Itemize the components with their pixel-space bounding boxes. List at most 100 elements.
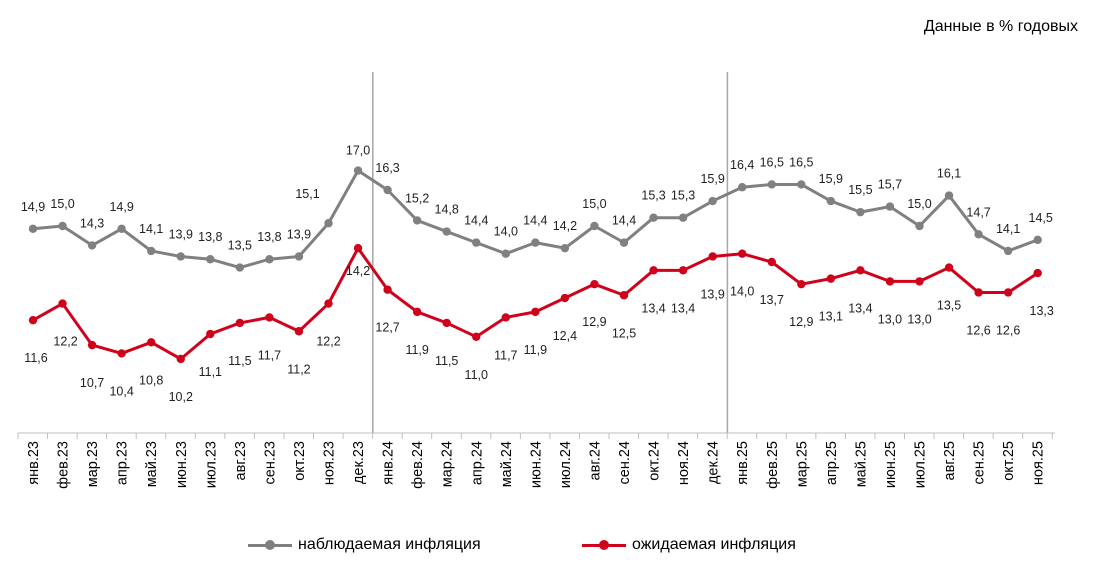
data-label-observed: 13,9: [169, 227, 193, 241]
data-label-expected: 13,4: [848, 301, 872, 315]
data-label-expected: 11,5: [435, 354, 458, 368]
x-tick-label: авг.23: [233, 441, 249, 480]
data-label-expected: 11,7: [494, 348, 517, 362]
x-tick-label: июл.23: [203, 441, 219, 488]
data-label-expected: 11,9: [524, 343, 547, 357]
point-expected: [708, 252, 717, 261]
x-tick-label: фев.25: [765, 441, 781, 489]
data-label-expected: 11,2: [287, 362, 310, 376]
data-label-expected: 14,2: [346, 264, 370, 278]
point-observed: [531, 238, 540, 247]
data-label-observed: 15,7: [878, 178, 902, 192]
x-tick-label: мар.24: [440, 441, 456, 487]
point-observed: [1003, 246, 1013, 256]
data-label-expected: 13,0: [878, 312, 902, 326]
x-axis-ticks: янв.23 фев.23 мар.23 апр.23 май.23 июн.23 июл.…: [17, 433, 1053, 489]
point-expected: [738, 249, 747, 258]
x-tick-label: сен.25: [972, 441, 988, 484]
x-tick-label: мар.25: [794, 441, 810, 487]
x-tick-label: фев.24: [410, 441, 426, 489]
data-label-expected: 13,1: [819, 310, 843, 324]
point-expected: [412, 307, 422, 317]
point-expected: [826, 274, 836, 283]
data-label-expected: 11,0: [465, 368, 488, 382]
data-label-expected: 12,5: [612, 326, 636, 340]
data-label-observed: 15,3: [641, 189, 665, 203]
data-label-observed: 16,4: [730, 158, 754, 172]
data-label-observed: 13,5: [228, 239, 252, 253]
x-tick-label: фев.23: [56, 441, 72, 489]
point-observed: [797, 180, 806, 189]
legend-swatch-observed: [248, 538, 292, 552]
data-label-expected: 13,9: [700, 287, 724, 301]
legend-label-observed: наблюдаемая инфляция: [298, 536, 481, 553]
data-label-expected: 10,8: [139, 373, 163, 387]
x-tick-label: янв.23: [26, 441, 42, 485]
x-tick-label: авг.25: [942, 441, 958, 480]
point-expected: [915, 277, 924, 286]
point-expected: [649, 266, 658, 275]
point-observed: [915, 221, 924, 231]
data-label-observed: 13,8: [198, 230, 222, 244]
data-label-expected: 12,4: [553, 329, 577, 343]
point-expected: [265, 313, 274, 322]
x-tick-label: окт.25: [1001, 441, 1017, 481]
data-label-expected: 11,1: [199, 365, 222, 379]
legend: наблюдаемая инфляция ожидаемая инфляция: [0, 536, 1096, 560]
data-label-observed: 14,4: [612, 214, 636, 228]
point-expected: [58, 299, 67, 308]
x-tick-label: апр.25: [824, 441, 840, 485]
data-label-expected: 13,3: [1030, 304, 1054, 318]
data-label-observed: 14,9: [109, 200, 133, 214]
point-expected: [797, 279, 806, 289]
data-label-expected: 11,5: [228, 354, 251, 368]
x-tick-label: дек.24: [706, 441, 722, 484]
data-label-expected: 10,4: [109, 384, 133, 398]
point-observed: [353, 166, 363, 175]
point-expected: [531, 307, 540, 317]
point-observed: [885, 202, 895, 211]
data-label-observed: 14,2: [553, 219, 577, 233]
data-label-observed: 14,7: [966, 205, 990, 219]
legend-item-expected: ожидаемая инфляция: [582, 536, 796, 554]
data-label-observed: 16,3: [375, 161, 399, 175]
point-observed: [176, 252, 185, 261]
point-observed: [590, 221, 599, 231]
x-tick-label: июл.24: [558, 441, 574, 488]
data-label-observed: 15,3: [671, 189, 695, 203]
point-expected: [442, 318, 451, 328]
line-chart: янв.23 фев.23 мар.23 апр.23 май.23 июн.23 июл.…: [17, 72, 1055, 489]
x-tick-label: янв.25: [735, 441, 751, 485]
point-observed: [294, 252, 304, 261]
point-observed: [826, 196, 836, 206]
data-label-expected: 12,6: [996, 323, 1020, 337]
point-observed: [206, 255, 215, 264]
point-observed: [265, 255, 274, 264]
point-observed: [619, 238, 629, 247]
data-label-expected: 12,7: [375, 321, 399, 335]
data-label-observed: 14,1: [996, 222, 1020, 236]
point-expected: [974, 288, 983, 297]
legend-swatch-expected: [582, 538, 626, 552]
data-label-observed: 16,5: [760, 155, 784, 169]
data-label-expected: 13,7: [760, 293, 784, 307]
point-expected: [472, 332, 481, 341]
data-label-observed: 14,8: [435, 203, 459, 217]
x-tick-label: июл.25: [913, 441, 929, 488]
x-tick-label: сен.23: [262, 441, 278, 484]
data-label-expected: 12,9: [582, 315, 606, 329]
x-tick-label: июн.24: [528, 441, 544, 488]
point-observed: [235, 263, 245, 272]
data-label-observed: 15,9: [700, 172, 724, 186]
point-observed: [678, 213, 688, 222]
data-label-observed: 14,4: [523, 214, 547, 228]
point-observed: [767, 180, 776, 189]
data-label-expected: 11,7: [258, 348, 281, 362]
point-observed: [412, 216, 422, 225]
point-expected: [117, 349, 126, 358]
data-label-observed: 15,5: [848, 183, 872, 197]
point-observed: [974, 230, 983, 239]
x-tick-label: ноя.25: [1031, 441, 1047, 485]
x-tick-label: апр.24: [469, 441, 485, 485]
data-label-observed: 15,2: [405, 191, 429, 205]
